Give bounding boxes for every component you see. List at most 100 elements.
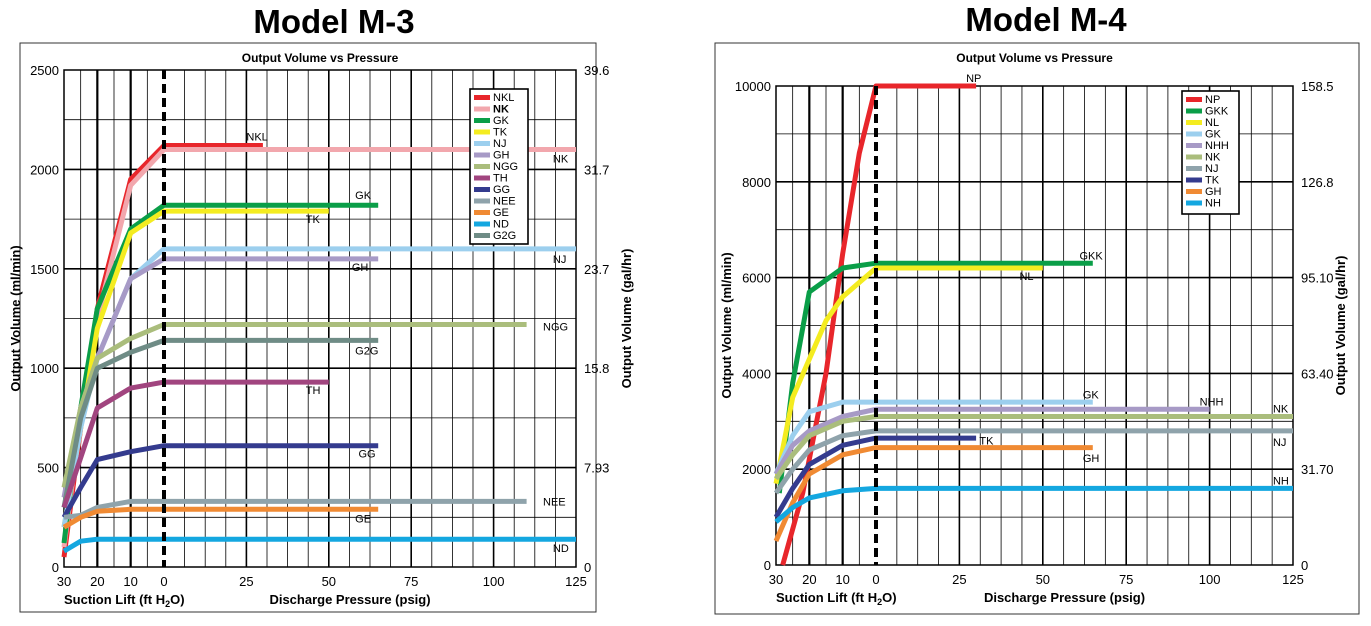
- legend-swatch-gg: [474, 187, 490, 192]
- legend-label-gk: GK: [493, 115, 510, 127]
- legend-label-nd: ND: [493, 219, 509, 231]
- series-label-nk: NK: [553, 153, 569, 165]
- x-discharge-tick-label: 75: [1119, 572, 1133, 587]
- x-discharge-tick-label: 75: [404, 574, 418, 589]
- legend-swatch-nl: [1186, 120, 1202, 125]
- legend-swatch-np: [1186, 97, 1202, 102]
- chart-frame: [714, 42, 1360, 615]
- series-label-nj: NJ: [1273, 437, 1286, 449]
- series-label-g2g: G2G: [355, 345, 378, 357]
- series-line-th: [61, 379, 329, 509]
- x-discharge-tick-label: 125: [1282, 572, 1304, 587]
- series-line-gg: [61, 443, 379, 519]
- x-suction-axis-label-end: O): [170, 592, 184, 607]
- series-label-gk: GK: [355, 190, 372, 202]
- y-right-tick-label: 31.70: [1301, 462, 1334, 477]
- series-label-tk: TK: [979, 435, 994, 447]
- series-line-nhh: [773, 406, 1210, 476]
- y-axis-label: Output Volume (ml/min): [8, 245, 23, 391]
- series-label-nj: NJ: [553, 254, 566, 266]
- legend-label-gkk: GKK: [1205, 106, 1229, 118]
- legend-swatch-gh: [1186, 189, 1202, 194]
- series-label-ge: GE: [355, 513, 371, 525]
- x-discharge-tick-label: 50: [1036, 572, 1050, 587]
- series-label-gk: GK: [1083, 389, 1100, 401]
- legend-label-g2g: G2G: [493, 230, 516, 242]
- y-right-tick-label: 39.6: [584, 63, 609, 78]
- series-label-gg: GG: [358, 449, 375, 461]
- chart-title: Output Volume vs Pressure: [242, 51, 399, 65]
- series-label-tk: TK: [306, 214, 321, 226]
- series-label-gh: GH: [1083, 453, 1100, 465]
- legend-label-np: NP: [1205, 94, 1220, 106]
- y-right-tick-label: 0: [584, 560, 591, 575]
- x-suction-axis-label-text: Suction Lift (ft H: [776, 590, 877, 605]
- x-suction-tick-label: 0: [160, 574, 167, 589]
- y-right-tick-label: 0: [1301, 558, 1308, 573]
- y-right-tick-label: 7.93: [584, 461, 609, 476]
- y-axis-label: Output Volume (ml/min): [719, 252, 734, 398]
- series-label-th: TH: [306, 385, 321, 397]
- legend-swatch-gkk: [1186, 108, 1202, 114]
- x-suction-axis-label-subscript: 2: [877, 597, 882, 607]
- plot-area: [63, 69, 577, 568]
- legend-swatch-ngg: [474, 164, 490, 169]
- y-tick-label: 2000: [742, 462, 771, 477]
- model-title: Model M-3: [253, 3, 414, 40]
- series-line-ge: [62, 506, 379, 530]
- y-tick-label: 500: [37, 461, 59, 476]
- legend-swatch-nee: [474, 198, 490, 204]
- y-right-tick-label: 31.7: [584, 162, 609, 177]
- legend-swatch-g2g: [474, 233, 490, 238]
- plot-area: [775, 85, 1294, 566]
- y-tick-label: 10000: [735, 79, 771, 94]
- x-discharge-tick-label: 50: [322, 574, 336, 589]
- legend-swatch-ge: [474, 210, 490, 215]
- x-suction-axis-label: Suction Lift (ft H2O): [64, 592, 185, 609]
- y-right-tick-label: 158.5: [1301, 79, 1334, 94]
- x-discharge-axis-label: Discharge Pressure (psig): [984, 590, 1145, 605]
- series-label-nee: NEE: [543, 496, 566, 508]
- series-label-nl: NL: [1019, 271, 1033, 283]
- x-discharge-tick-label: 25: [952, 572, 966, 587]
- legend-label-nh: NH: [1205, 198, 1221, 210]
- y-right-axis-label: Output Volume (gal/hr): [619, 249, 634, 389]
- y-tick-label: 4000: [742, 366, 771, 381]
- x-suction-tick-label: 10: [835, 572, 849, 587]
- legend-swatch-nkl: [474, 95, 490, 100]
- series-line-nj: [773, 428, 1293, 495]
- y-right-axis-label: Output Volume (gal/hr): [1333, 256, 1348, 396]
- legend-swatch-nj: [474, 141, 490, 146]
- series-label-np: NP: [966, 73, 981, 85]
- y-tick-label: 2500: [30, 63, 59, 78]
- legend-label-tk: TK: [1205, 175, 1220, 187]
- y-right-tick-label: 63.40: [1301, 366, 1334, 381]
- x-discharge-tick-label: 25: [239, 574, 253, 589]
- x-suction-tick-label: 20: [90, 574, 104, 589]
- x-suction-axis-label-text: Suction Lift (ft H: [64, 592, 165, 607]
- series-label-gh: GH: [352, 262, 369, 274]
- legend-swatch-nhh: [1186, 143, 1202, 148]
- series-line-nk: [773, 414, 1293, 481]
- x-discharge-tick-label: 100: [483, 574, 505, 589]
- series-line-nl: [773, 265, 1043, 485]
- series-line-gk: [773, 399, 1093, 475]
- legend-label-nkl: NKL: [493, 92, 514, 104]
- x-suction-tick-label: 0: [872, 572, 879, 587]
- legend-swatch-nk: [1186, 154, 1202, 160]
- legend-swatch-nh: [1186, 200, 1202, 206]
- legend-label-nhh: NHH: [1205, 140, 1229, 152]
- x-suction-axis-label: Suction Lift (ft H2O): [776, 590, 897, 607]
- y-tick-label: 1500: [30, 262, 59, 277]
- x-suction-axis-label-end: O): [882, 590, 896, 605]
- series-label-gkk: GKK: [1079, 250, 1103, 262]
- legend-label-nk: NK: [493, 104, 509, 116]
- series-label-nhh: NHH: [1200, 396, 1224, 408]
- y-tick-label: 2000: [30, 162, 59, 177]
